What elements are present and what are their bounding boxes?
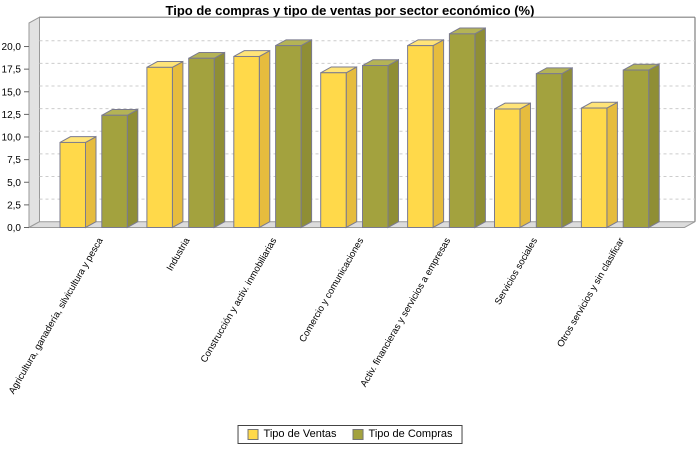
bar-compras-4 (448, 33, 476, 228)
bar-compras-3 (362, 65, 389, 228)
plot-left-wall (28, 16, 40, 229)
bar-compras-3-side (387, 58, 399, 229)
category-label: Industria (165, 235, 193, 273)
y-tick-label: 17,5 (2, 65, 22, 76)
category-label: Construcción y activ. inmobiliarias (199, 236, 280, 365)
legend-item-compras: Tipo de Compras (352, 428, 453, 440)
bar-compras-4-side (474, 27, 486, 229)
legend-item-ventas: Tipo de Ventas (247, 428, 337, 440)
legend-label-ventas: Tipo de Ventas (263, 428, 337, 440)
bar-ventas-3-side (345, 66, 358, 229)
legend-label-compras: Tipo de Compras (368, 428, 453, 440)
bar-compras-0 (101, 114, 128, 228)
bar-ventas-0-side (85, 135, 97, 229)
y-tick-label: 20,0 (2, 42, 22, 53)
bar-ventas-6-side (606, 101, 618, 229)
bar-ventas-0 (59, 141, 86, 228)
y-tick-label: 10,0 (2, 133, 22, 144)
chart-legend: Tipo de Ventas Tipo de Compras (237, 425, 463, 444)
bar-compras-2-side (300, 38, 313, 229)
bar-ventas-1 (146, 66, 173, 228)
category-label: Servicios sociales (493, 236, 540, 307)
compras-swatch-icon (352, 428, 364, 440)
category-label: Comercio y comunicaciones (297, 236, 366, 345)
bar-compras-2 (275, 45, 302, 228)
bar-compras-1-side (213, 51, 226, 229)
bar-ventas-2 (233, 55, 260, 228)
bar-ventas-3 (320, 72, 347, 228)
category-label: Otros servicios y sin clasificar (555, 236, 627, 349)
y-tick-label: 5,0 (7, 178, 21, 189)
bar-compras-5 (535, 73, 563, 229)
bar-compras-6 (622, 69, 650, 228)
category-label: Activ. financieras y servicios a empresa… (358, 236, 453, 389)
bar-compras-1 (188, 57, 215, 228)
bar-compras-5-side (561, 67, 573, 229)
y-tick-label: 7,5 (7, 155, 21, 166)
y-tick-label: 15,0 (2, 87, 22, 98)
bar-compras-6-side (648, 63, 660, 229)
y-tick-label: 12,5 (2, 110, 22, 121)
y-tick-label: 2,5 (7, 200, 21, 211)
bar-ventas-4 (407, 45, 434, 228)
bar-ventas-1-side (171, 60, 184, 229)
bar-compras-0-side (126, 108, 139, 229)
category-label: Agricultura, ganadería, silvicultura y p… (7, 235, 106, 396)
bar-ventas-5-side (519, 102, 531, 229)
chart-title: Tipo de compras y tipo de ventas por sec… (165, 3, 535, 18)
bar-ventas-2-side (258, 49, 271, 229)
y-tick-label: 0,0 (7, 223, 21, 234)
ventas-swatch-icon (247, 428, 259, 440)
bar-ventas-5 (494, 108, 521, 228)
bar-ventas-4-side (432, 38, 445, 229)
bar-ventas-6 (580, 107, 608, 228)
